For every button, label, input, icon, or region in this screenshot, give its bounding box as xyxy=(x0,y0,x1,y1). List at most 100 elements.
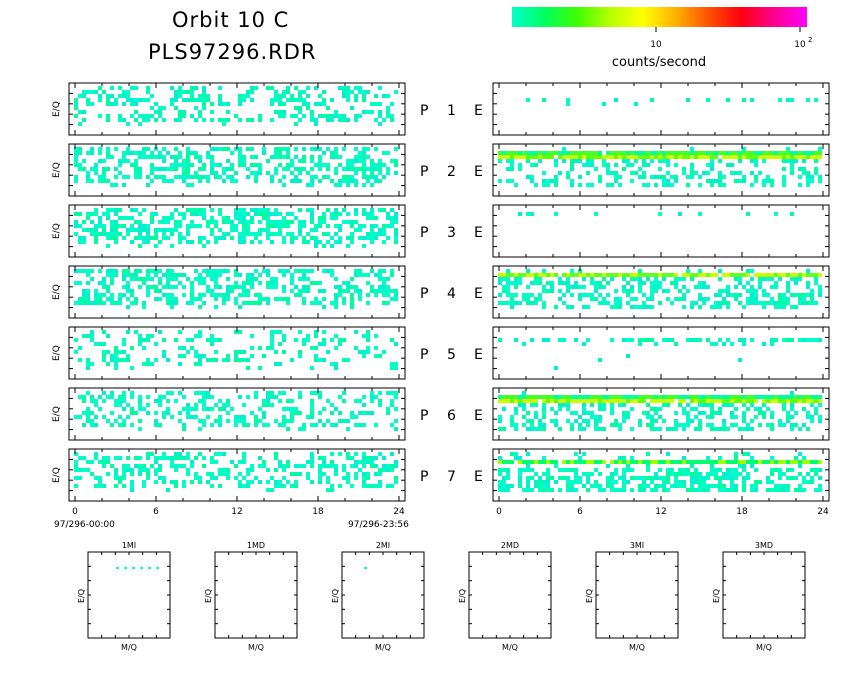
heat-cell xyxy=(102,358,106,362)
heat-cell xyxy=(542,269,546,273)
heat-cell xyxy=(198,179,202,183)
heat-cell xyxy=(358,86,362,90)
heat-cell xyxy=(682,427,686,431)
heat-cell xyxy=(722,484,726,488)
heat-cell xyxy=(266,159,270,163)
heat-cell xyxy=(138,155,142,159)
heat-cell xyxy=(534,163,538,167)
heat-cell xyxy=(366,338,370,342)
heat-cell xyxy=(650,415,654,419)
heat-cell xyxy=(122,94,126,98)
heat-cell xyxy=(134,86,138,90)
heat-cell xyxy=(214,297,218,301)
heat-cell xyxy=(358,273,362,277)
heat-cell xyxy=(186,175,190,179)
heat-cell xyxy=(178,155,182,159)
heat-cell xyxy=(754,301,758,305)
heat-cell xyxy=(178,240,182,244)
heat-cell xyxy=(114,366,118,370)
heat-cell xyxy=(78,212,82,216)
heat-cell xyxy=(90,147,94,151)
heat-cell xyxy=(530,488,534,492)
heat-cell xyxy=(550,285,554,289)
heat-cell xyxy=(514,273,518,277)
heat-cell xyxy=(254,415,258,419)
heat-cell xyxy=(702,488,706,492)
heat-cell xyxy=(670,151,674,155)
heat-cell xyxy=(526,293,530,297)
heat-cell xyxy=(350,236,354,240)
heat-cell xyxy=(506,167,510,171)
heat-cell xyxy=(198,334,202,338)
heat-cell xyxy=(386,216,390,220)
heat-cell xyxy=(678,480,682,484)
heat-cell xyxy=(306,277,310,281)
heat-cell xyxy=(98,301,102,305)
heat-cell xyxy=(122,476,126,480)
heat-cell xyxy=(498,399,502,403)
heat-cell xyxy=(778,468,782,472)
heat-cell xyxy=(82,236,86,240)
heat-cell xyxy=(690,163,694,167)
heat-cell xyxy=(502,285,506,289)
heat-cell xyxy=(270,334,274,338)
heat-cell xyxy=(182,114,186,118)
heat-cell xyxy=(162,452,166,456)
heat-cell xyxy=(654,407,658,411)
heat-cell xyxy=(350,90,354,94)
heat-cell xyxy=(598,415,602,419)
heat-cell xyxy=(546,488,550,492)
heat-cell xyxy=(254,208,258,212)
heat-cell xyxy=(698,285,702,289)
heat-cell xyxy=(242,419,246,423)
heat-cell xyxy=(242,293,246,297)
heat-cell xyxy=(734,452,738,456)
heat-cell xyxy=(558,277,562,281)
heat-cell xyxy=(554,163,558,167)
heat-cell xyxy=(654,183,658,187)
heat-cell xyxy=(130,86,134,90)
heat-cell xyxy=(786,151,790,155)
heat-cell xyxy=(334,285,338,289)
heat-cell xyxy=(538,273,542,277)
heat-cell xyxy=(146,118,150,122)
heat-cell xyxy=(234,179,238,183)
heat-cell xyxy=(270,102,274,106)
heat-cell xyxy=(190,224,194,228)
heat-cell xyxy=(282,167,286,171)
heat-cell xyxy=(590,472,594,476)
heat-cell xyxy=(502,427,506,431)
heat-cell xyxy=(582,151,586,155)
heat-cell xyxy=(146,452,150,456)
heat-cell xyxy=(726,403,730,407)
heat-cell xyxy=(90,395,94,399)
heat-cell xyxy=(122,159,126,163)
heat-cell xyxy=(786,419,790,423)
heat-cell xyxy=(782,175,786,179)
heat-cell xyxy=(278,102,282,106)
heat-cell xyxy=(738,155,742,159)
heat-cell xyxy=(562,151,566,155)
heat-cell xyxy=(214,293,218,297)
heat-cell xyxy=(290,484,294,488)
heat-cell xyxy=(242,301,246,305)
heat-cell xyxy=(726,163,730,167)
heat-cell xyxy=(754,155,758,159)
heat-cell xyxy=(238,350,242,354)
heat-cell xyxy=(102,175,106,179)
heat-cell xyxy=(698,151,702,155)
heat-cell xyxy=(130,472,134,476)
heat-cell xyxy=(390,484,394,488)
heat-cell xyxy=(338,452,342,456)
heat-cell xyxy=(662,460,666,464)
heat-cell xyxy=(818,403,822,407)
heat-cell xyxy=(538,293,542,297)
heat-cell xyxy=(78,456,82,460)
heat-cell xyxy=(250,98,254,102)
heat-cell xyxy=(782,472,786,476)
heat-cell xyxy=(542,171,546,175)
heat-cell xyxy=(750,395,754,399)
heat-cell xyxy=(378,403,382,407)
heat-cell xyxy=(166,407,170,411)
heat-cell xyxy=(746,297,750,301)
